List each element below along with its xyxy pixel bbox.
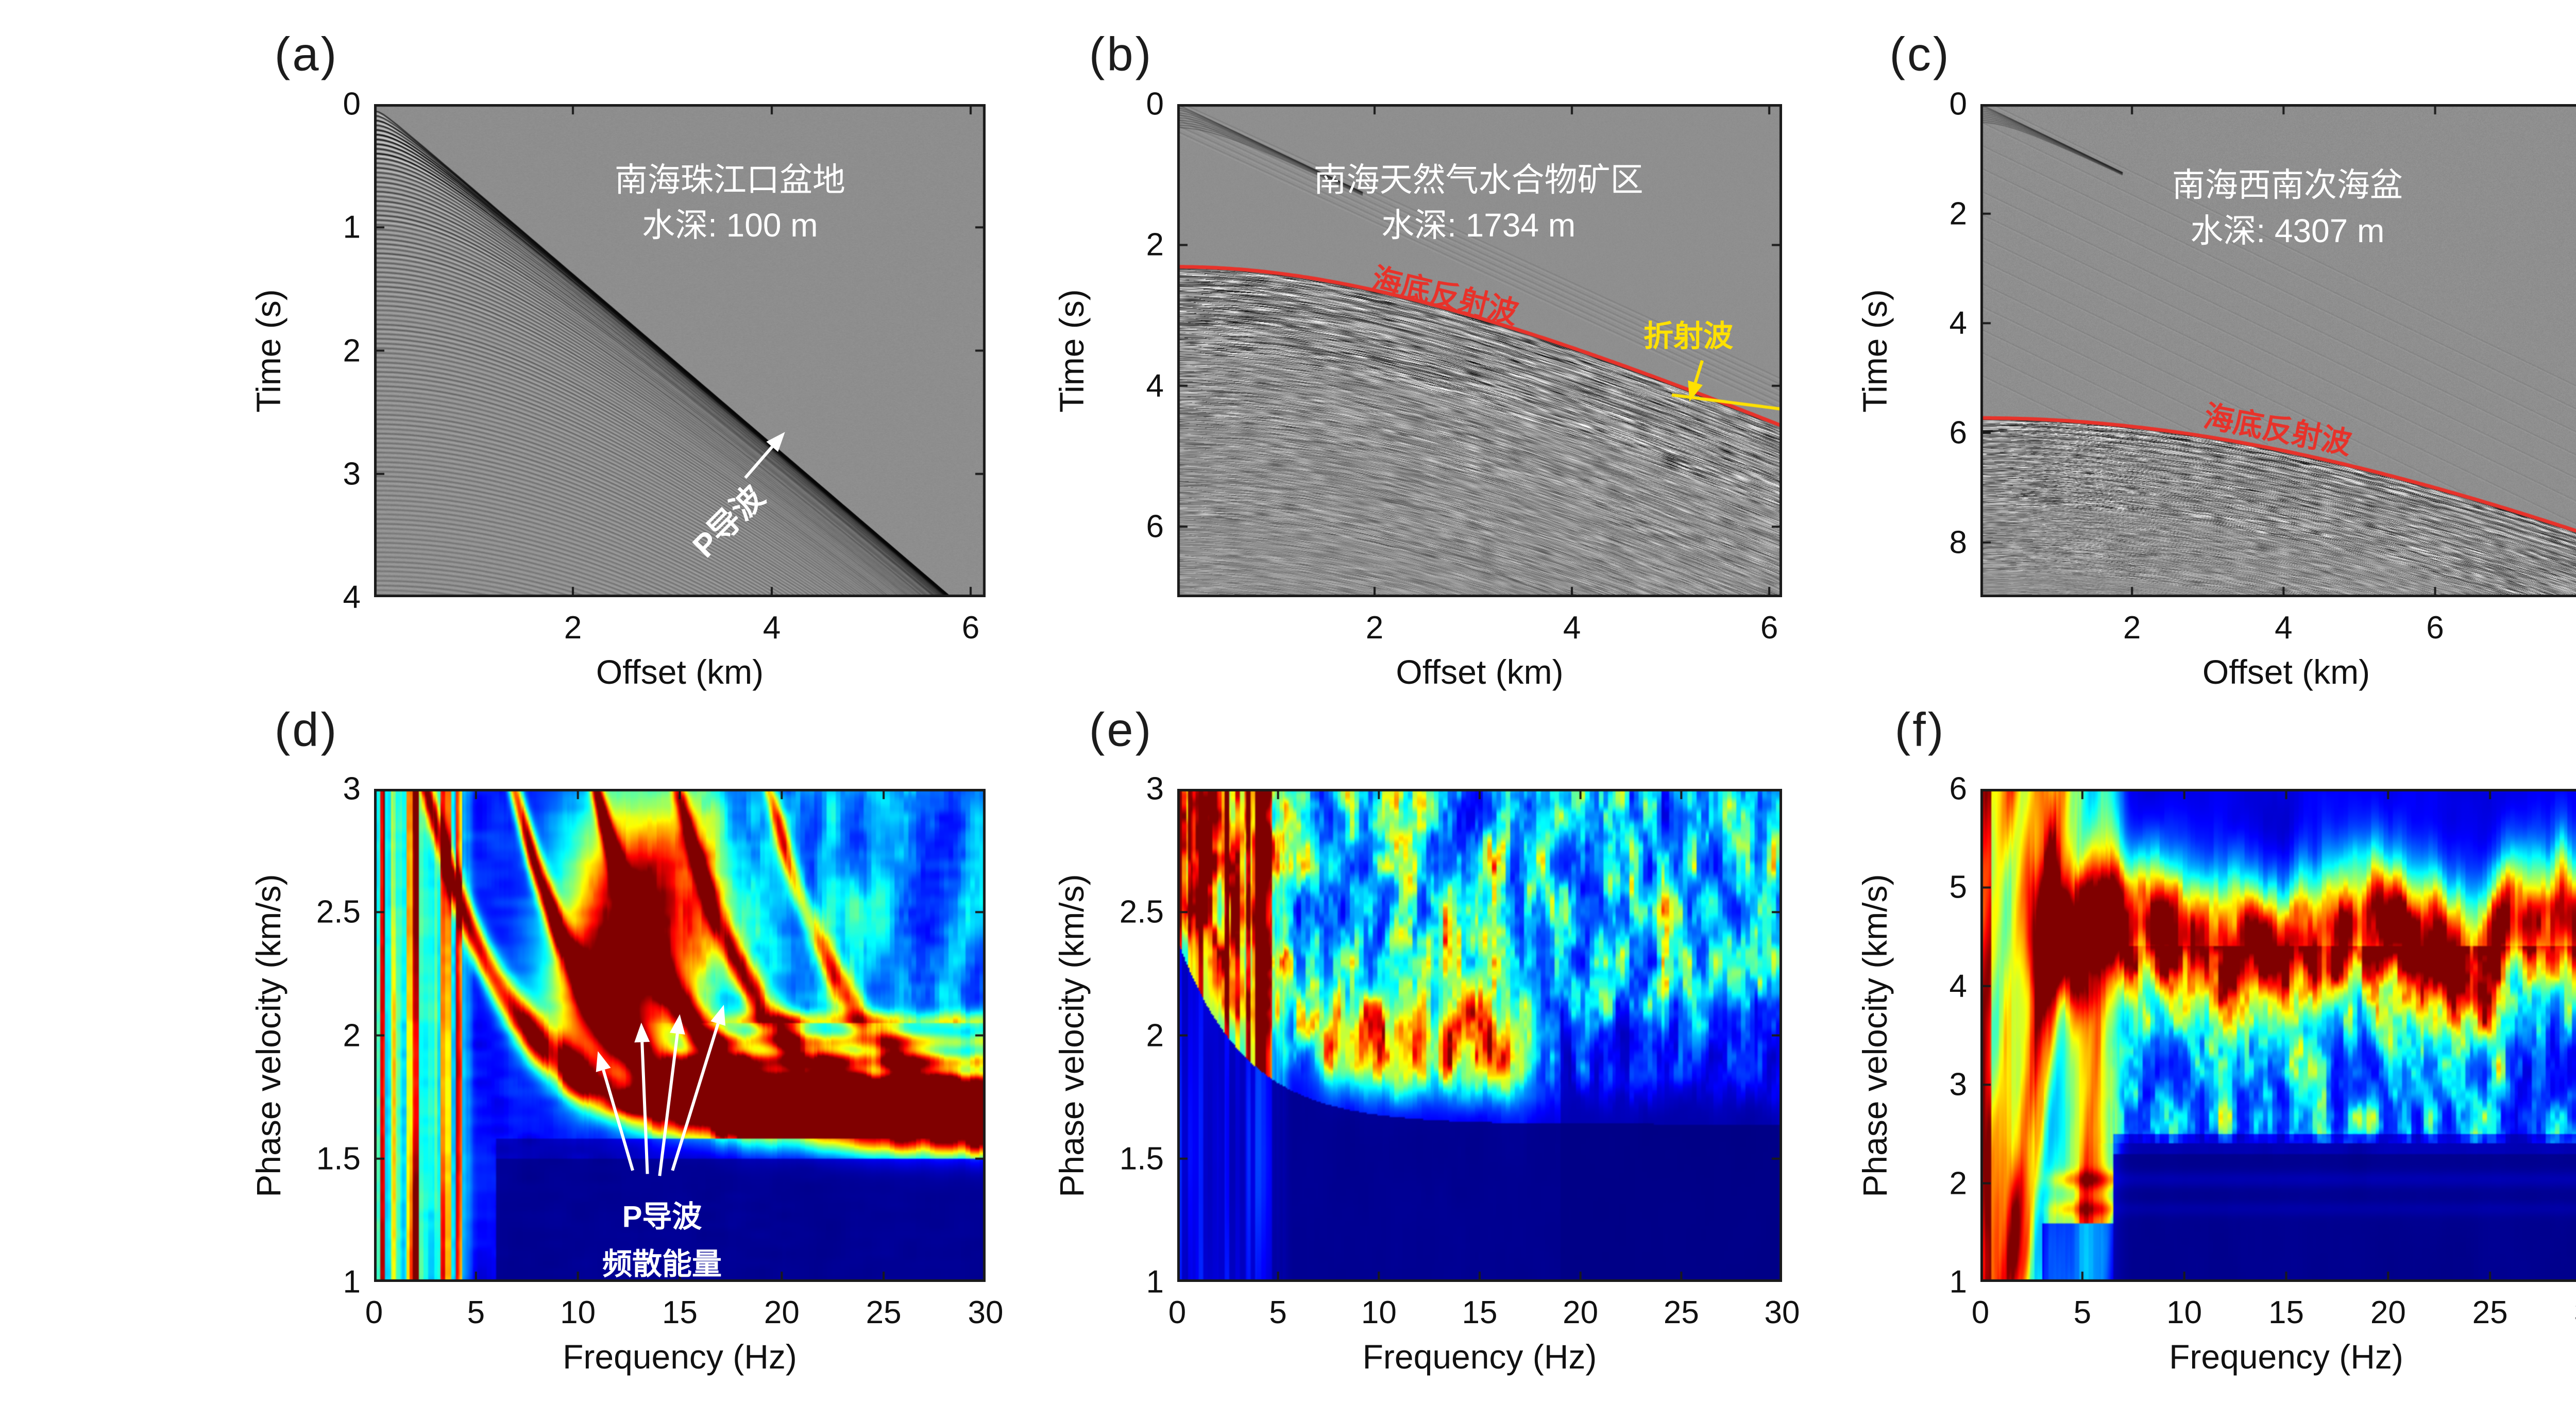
panel-e-y-tick-label: 3 [1146, 771, 1164, 807]
panel-e-x-axis-label: Frequency (Hz) [1362, 1338, 1597, 1376]
panel-b-plot [1177, 104, 1782, 597]
panel-d-x-tick-label: 15 [662, 1295, 698, 1330]
panel-c-x-tick-label: 4 [2275, 610, 2293, 646]
panel-f-x-tick-label: 5 [2073, 1295, 2092, 1330]
panel-e-x-tick-label: 15 [1462, 1295, 1498, 1330]
panel-d-x-tick-label: 20 [764, 1295, 800, 1330]
panel-c-y-tick-label: 0 [1949, 86, 1967, 122]
panel-e-x-tick-label: 0 [1168, 1295, 1187, 1330]
panel-c-title-line-1: 南海西南次海盆 [2172, 166, 2403, 204]
panel-b-x-tick-label: 6 [1760, 610, 1778, 646]
panel-a-title-line-2: 水深: 100 m [642, 206, 818, 244]
panel-a-x-tick-label: 2 [564, 610, 582, 646]
panel-c-title-line-2: 水深: 4307 m [2190, 212, 2385, 250]
panel-f-x-tick-label: 10 [2166, 1295, 2202, 1330]
panel-f-x-tick-label: 20 [2370, 1295, 2406, 1330]
panel-a-y-tick-label: 4 [343, 579, 361, 615]
panel-c-letter: (c) [1889, 28, 1951, 81]
panel-f-y-axis-label: Phase velocity (km/s) [1856, 873, 1894, 1197]
panel-f-y-tick-label: 5 [1949, 869, 1967, 905]
panel-e-x-tick-label: 5 [1269, 1295, 1287, 1330]
panel-b-y-tick-label: 6 [1146, 509, 1164, 545]
panel-d-x-tick-label: 0 [365, 1295, 383, 1330]
panel-b-x-tick-label: 4 [1563, 610, 1581, 646]
panel-c-y-tick-label: 4 [1949, 305, 1967, 341]
panel-d-x-tick-label: 5 [467, 1295, 485, 1330]
panel-e-x-tick-label: 25 [1663, 1295, 1699, 1330]
panel-e-y-tick-label: 2.5 [1119, 894, 1164, 930]
panel-f-x-tick-label: 30 [2574, 1294, 2576, 1331]
panel-e-x-tick-label: 10 [1361, 1295, 1397, 1330]
panel-c-x-axis-label: Offset (km) [2202, 653, 2370, 691]
panel-d-letter: (d) [274, 703, 339, 756]
panel-f-letter: (f) [1894, 703, 1946, 756]
panel-b-y-tick-label: 2 [1146, 227, 1164, 263]
panel-a-letter: (a) [274, 28, 339, 81]
panel-b-title-line-2: 水深: 1734 m [1381, 206, 1576, 244]
panel-a-y-tick-label: 2 [343, 333, 361, 368]
panel-e-x-tick-label: 20 [1563, 1295, 1599, 1330]
panel-a-y-tick-label: 0 [343, 86, 361, 122]
panel-b-y-tick-label: 0 [1146, 86, 1164, 122]
panel-a-x-tick-label: 6 [961, 610, 980, 646]
panel-c-x-tick-label: 6 [2426, 610, 2444, 646]
panel-e-plot [1177, 789, 1782, 1282]
panel-f-x-tick-label: 25 [2472, 1295, 2508, 1330]
panel-d-x-tick-label: 25 [866, 1295, 902, 1330]
panel-c-y-tick-label: 6 [1949, 415, 1967, 451]
panel-d-x-axis-label: Frequency (Hz) [563, 1338, 797, 1376]
panel-b-annotation-1: 折射波 [1643, 319, 1734, 353]
panel-b-y-tick-label: 4 [1146, 368, 1164, 404]
panel-a-x-tick-label: 4 [762, 610, 781, 646]
panel-d-annotation-0: P导波 [622, 1200, 702, 1234]
panel-d-x-tick-label: 10 [560, 1295, 596, 1330]
panel-a-x-axis-label: Offset (km) [596, 653, 764, 691]
panel-e-y-tick-label: 1.5 [1119, 1141, 1164, 1177]
panel-f-x-tick-label: 15 [2268, 1295, 2304, 1330]
panel-e-x-tick-label: 30 [1764, 1295, 1800, 1330]
panel-d-y-tick-label: 1 [343, 1264, 361, 1300]
panel-b-x-axis-label: Offset (km) [1396, 653, 1564, 691]
panel-e-y-tick-label: 2 [1146, 1018, 1164, 1053]
panel-d-y-tick-label: 2 [343, 1018, 361, 1053]
panel-f-y-tick-label: 4 [1949, 968, 1967, 1004]
panel-a-y-tick-label: 1 [343, 209, 361, 245]
panel-d-x-tick-label: 30 [968, 1295, 1004, 1330]
panel-d-y-tick-label: 2.5 [316, 894, 361, 930]
panel-c-plot [1980, 104, 2576, 597]
panel-a-plot [374, 104, 986, 597]
panel-f-y-tick-label: 1 [1949, 1264, 1967, 1300]
panel-c-x-tick-label: 2 [2123, 610, 2141, 646]
panel-c-y-tick-label: 2 [1949, 196, 1967, 232]
panel-d-y-tick-label: 3 [343, 771, 361, 807]
panel-c-y-tick-label: 8 [1949, 525, 1967, 561]
panel-f-x-tick-label: 0 [1971, 1295, 1990, 1330]
panel-b-x-tick-label: 2 [1365, 610, 1384, 646]
panel-b-letter: (b) [1089, 28, 1154, 81]
panel-b-title-line-1: 南海天然气水合物矿区 [1313, 161, 1643, 198]
panel-d-y-tick-label: 1.5 [316, 1141, 361, 1177]
panel-f-y-tick-label: 3 [1949, 1067, 1967, 1103]
panel-f-y-tick-label: 6 [1949, 771, 1967, 807]
panel-a-y-tick-label: 3 [343, 456, 361, 492]
panel-a-title-line-1: 南海珠江口盆地 [614, 161, 845, 198]
panel-d-annotation-1: 频散能量 [602, 1247, 722, 1281]
panel-f-x-axis-label: Frequency (Hz) [2169, 1338, 2403, 1376]
panel-e-y-tick-label: 1 [1146, 1264, 1164, 1300]
panel-e-letter: (e) [1089, 703, 1154, 756]
panel-f-y-tick-label: 2 [1949, 1165, 1967, 1202]
panel-f-plot [1980, 789, 2576, 1282]
